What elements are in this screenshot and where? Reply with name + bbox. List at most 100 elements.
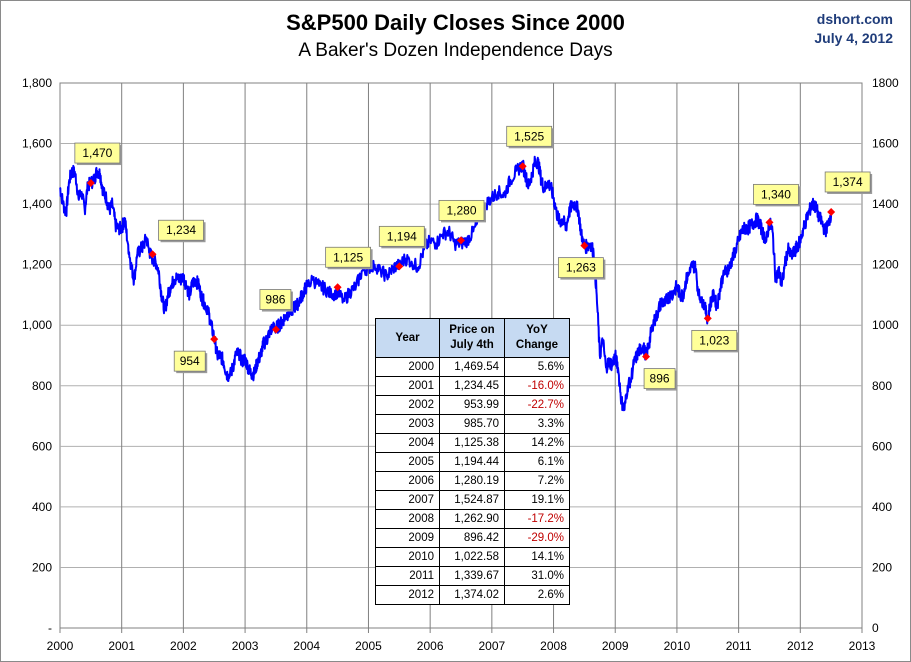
x-tick-label: 2008 <box>540 639 567 653</box>
table-cell-yoy: -22.7% <box>504 395 570 415</box>
table-cell-year: 2012 <box>375 585 440 605</box>
july4-marker <box>86 179 95 188</box>
callout-box <box>557 257 604 279</box>
july4-marker <box>395 262 404 271</box>
table-row: 2008 1,262.90 -17.2% <box>375 509 570 529</box>
table-row: 2002 953.99 -22.7% <box>375 395 570 415</box>
x-tick-label: 2010 <box>664 639 691 653</box>
callout-box <box>643 368 676 389</box>
table-cell-year: 2004 <box>375 433 440 453</box>
sp500-series-line <box>59 155 833 412</box>
callout-box <box>158 219 204 241</box>
callout-label: 1,280 <box>446 203 476 217</box>
x-tick-label: 2011 <box>726 639 752 653</box>
callout-label: 1,470 <box>82 146 112 160</box>
x-tick-label: 2009 <box>602 639 629 653</box>
table-row: 2012 1,374.02 2.6% <box>375 585 570 605</box>
callout-box <box>691 329 738 351</box>
y-tick-label-right: 800 <box>872 379 892 393</box>
x-tick-label: 2005 <box>355 639 382 653</box>
x-tick-label: 2002 <box>170 639 197 653</box>
july4-marker <box>518 162 527 171</box>
table-cell-price: 1,524.87 <box>439 490 505 510</box>
date-label: July 4, 2012 <box>814 30 893 46</box>
header-yoy: YoY Change <box>504 318 570 358</box>
callout-label: 1,525 <box>514 129 544 143</box>
x-tick-label: 2000 <box>47 639 74 653</box>
y-tick-label-left: 600 <box>32 439 52 453</box>
table-row: 2011 1,339.67 31.0% <box>375 566 570 586</box>
y-tick-label-left: 1,600 <box>22 137 52 151</box>
callout-label: 986 <box>265 293 285 307</box>
table-cell-yoy: -16.0% <box>504 376 570 396</box>
x-tick-label: 2001 <box>108 639 135 653</box>
table-row: 2007 1,524.87 19.1% <box>375 490 570 510</box>
callout-box <box>506 125 553 147</box>
july4-marker <box>827 207 836 216</box>
callout-box <box>74 142 121 164</box>
table-cell-yoy: 31.0% <box>504 566 570 586</box>
y-tick-label-right: 1800 <box>872 76 899 90</box>
y-tick-label-right: 0 <box>872 621 879 635</box>
y-tick-label-left: 200 <box>32 560 52 574</box>
callout-label: 1,125 <box>333 250 363 264</box>
table-cell-price: 985.70 <box>439 414 505 434</box>
table-row: 2004 1,125.38 14.2% <box>375 433 570 453</box>
y-tick-label-right: 200 <box>872 560 892 574</box>
table-cell-price: 1,125.38 <box>439 433 505 453</box>
header-price: Price on July 4th <box>439 318 505 358</box>
callout-label: 954 <box>180 354 200 368</box>
callout-box <box>438 199 485 221</box>
table-cell-yoy: 14.2% <box>504 433 570 453</box>
table-cell-yoy: 7.2% <box>504 471 570 491</box>
y-tick-label-right: 600 <box>872 439 892 453</box>
y-tick-label-right: 1600 <box>872 137 899 151</box>
table-cell-year: 2010 <box>375 547 440 567</box>
table-cell-price: 1,194.44 <box>439 452 505 472</box>
table-cell-year: 2006 <box>375 471 440 491</box>
table-cell-year: 2011 <box>375 566 440 586</box>
table-cell-yoy: 5.6% <box>504 357 570 377</box>
y-tick-label-right: 1200 <box>872 258 899 272</box>
callout-box <box>378 225 425 247</box>
table-cell-price: 953.99 <box>439 395 505 415</box>
table-cell-yoy: 19.1% <box>504 490 570 510</box>
callout-label: 1,234 <box>166 223 196 237</box>
table-row: 2003 985.70 3.3% <box>375 414 570 434</box>
july4-marker <box>642 352 651 361</box>
x-tick-label: 2006 <box>417 639 444 653</box>
x-tick-label: 2012 <box>787 639 814 653</box>
callout-box <box>753 183 799 205</box>
callout-label: 1,263 <box>566 261 596 275</box>
table-cell-year: 2000 <box>375 357 440 377</box>
y-tick-label-right: 400 <box>872 500 892 514</box>
table-row: 2009 896.42 -29.0% <box>375 528 570 548</box>
table-header-row: Year Price on July 4th YoY Change <box>375 318 570 358</box>
table-cell-year: 2003 <box>375 414 440 434</box>
table-cell-price: 1,262.90 <box>439 509 505 529</box>
table-cell-year: 2008 <box>375 509 440 529</box>
table-row: 2005 1,194.44 6.1% <box>375 452 570 472</box>
july4-marker <box>271 325 280 334</box>
x-tick-label: 2003 <box>232 639 259 653</box>
july4-marker <box>765 218 774 227</box>
july4-marker <box>333 283 342 292</box>
callout-label: 896 <box>650 372 670 386</box>
callout-box <box>824 171 871 193</box>
y-tick-label-right: 1400 <box>872 197 899 211</box>
table-cell-yoy: -17.2% <box>504 509 570 529</box>
table-cell-price: 1,469.54 <box>439 357 505 377</box>
y-tick-label-left: 1,800 <box>22 76 52 90</box>
table-cell-yoy: -29.0% <box>504 528 570 548</box>
july4-marker <box>457 236 465 245</box>
table-cell-yoy: 2.6% <box>504 585 570 605</box>
header-year: Year <box>375 318 440 358</box>
table-cell-price: 1,339.67 <box>439 566 505 586</box>
chart-subtitle: A Baker's Dozen Independence Days <box>298 40 613 61</box>
x-tick-label: 2004 <box>293 639 320 653</box>
x-tick-label: 2013 <box>849 639 876 653</box>
y-tick-label-left: 1,200 <box>22 258 52 272</box>
y-tick-label-left: 1,000 <box>22 318 52 332</box>
table-cell-yoy: 3.3% <box>504 414 570 434</box>
table-cell-yoy: 14.1% <box>504 547 570 567</box>
